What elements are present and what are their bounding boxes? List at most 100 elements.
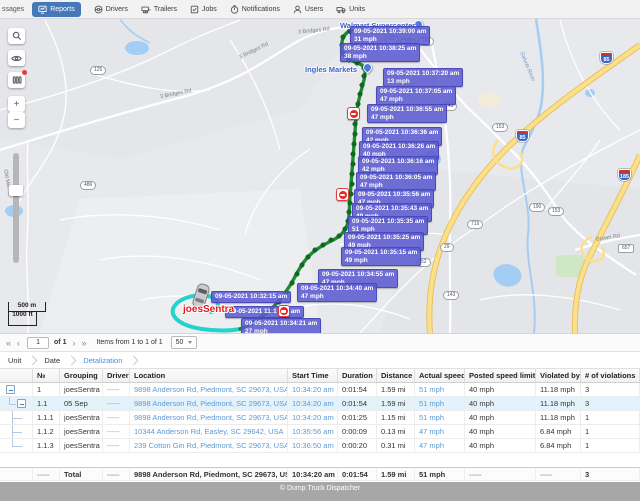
cell-posted: 40 mph	[465, 411, 536, 424]
zoom-in-button[interactable]: +	[8, 96, 25, 112]
col-number[interactable]: №	[33, 369, 60, 382]
zoom-slider[interactable]	[9, 153, 23, 263]
col-violations[interactable]: # of violations	[581, 369, 640, 382]
track-speed: 49 mph	[345, 256, 368, 264]
track-speed: 27 mph	[245, 327, 268, 334]
cell-speed-link[interactable]: 47 mph	[415, 439, 465, 452]
cell-start-link[interactable]: 10:35:56 am	[288, 425, 338, 438]
nav-tab-units[interactable]: Units	[336, 5, 365, 14]
col-violated-by[interactable]: Violated by	[536, 369, 581, 382]
zoom-out-button[interactable]: −	[8, 112, 25, 128]
next-page-button[interactable]: ›	[72, 337, 76, 348]
track-point-label[interactable]: 09-05-2021 10:37:05 am 47 mph	[376, 86, 457, 105]
cell-speed: 51 mph	[415, 468, 465, 480]
collapse-toggle-icon[interactable]	[17, 399, 26, 408]
cell-distance: 0.31 mi	[377, 439, 415, 452]
nav-tab-reports[interactable]: Reports	[32, 1, 81, 17]
route-shield: 657	[618, 244, 635, 253]
cell-number: 1.1.2	[33, 425, 60, 438]
track-time: 09-05-2021 10:35:25 am	[348, 234, 421, 241]
cell-speed-link[interactable]: 51 mph	[415, 397, 465, 410]
vehicle-icon[interactable]	[189, 281, 212, 311]
drivers-icon	[94, 5, 103, 13]
col-location[interactable]: Location	[130, 369, 288, 382]
nav-tab-notifications[interactable]: Notifications	[230, 4, 280, 14]
track-point-label[interactable]: 09-05-2021 10:34:40 am 47 mph	[297, 283, 378, 302]
table-row-selected[interactable]: 1.1 05 Sep ----- 9898 Anderson Rd, Piedm…	[0, 397, 640, 411]
track-speed: 47 mph	[322, 278, 345, 286]
collapse-toggle-icon[interactable]	[6, 385, 15, 394]
jobs-icon	[190, 5, 199, 13]
map-visibility-button[interactable]	[8, 50, 25, 66]
track-speed: 51 mph	[352, 225, 375, 233]
cell-location-link[interactable]: 9898 Anderson Rd, Piedmont, SC 29673, US…	[130, 411, 288, 424]
prev-page-button[interactable]: ‹	[17, 337, 21, 348]
track-point-label[interactable]: 09-05-2021 10:35:15 am 49 mph	[341, 247, 422, 266]
map-viewport[interactable]: 125 81 153 183 143 153 486 719 29 52 143…	[0, 19, 640, 333]
table-row[interactable]: 1.1.2 joesSentra ----- 10344 Anderson Rd…	[0, 425, 640, 439]
track-point-label[interactable]: 09-05-2021 10:38:25 am 38 mph	[340, 43, 421, 62]
cell-start-link[interactable]: 10:34:20 am	[288, 383, 338, 396]
cell-location-link[interactable]: 10344 Anderson Rd, Easley, SC 29642, USA	[130, 425, 288, 438]
map-search-button[interactable]	[8, 28, 25, 44]
col-start-time[interactable]: Start Time	[288, 369, 338, 382]
page-number-input[interactable]	[27, 336, 50, 349]
cell-violations: 3	[581, 397, 640, 410]
nav-tab-label: Users	[304, 5, 324, 13]
track-point-label[interactable]: 09-05-2021 10:36:55 am 47 mph	[367, 104, 448, 123]
first-page-button[interactable]: «	[6, 337, 12, 348]
breadcrumb-unit[interactable]: Unit	[8, 355, 22, 365]
cell-speed-link[interactable]: 51 mph	[415, 383, 465, 396]
cell-location-link[interactable]: 9898 Anderson Rd, Piedmont, SC 29673, US…	[130, 397, 288, 410]
track-point-label[interactable]: 09-05-2021 10:32:15 am	[211, 291, 292, 303]
cell-location-link[interactable]: 239 Cotton Gin Rd, Piedmont, SC 29673, U…	[130, 439, 288, 452]
interstate-shield: 85	[516, 130, 529, 142]
nav-tab-users[interactable]: Users	[293, 5, 323, 14]
chevron-down-icon	[188, 341, 193, 344]
track-speed: 49 mph	[348, 241, 371, 249]
breadcrumb-date[interactable]: Date	[44, 355, 61, 365]
nav-messages-truncated[interactable]: ssages	[2, 5, 25, 13]
cell-driver: -----	[103, 439, 130, 452]
track-point-label[interactable]: 09-05-2021 10:37:20 am 13 mph	[383, 68, 464, 87]
table-row[interactable]: 1.1.3 joesSentra ----- 239 Cotton Gin Rd…	[0, 439, 640, 453]
cell-location-link[interactable]: 9898 Anderson Rd, Piedmont, SC 29673, US…	[130, 383, 288, 396]
cell-speed-link[interactable]: 51 mph	[415, 411, 465, 424]
nav-tab-jobs[interactable]: Jobs	[190, 5, 217, 14]
cell-start-link[interactable]: 10:34:20 am	[288, 397, 338, 410]
cell-start-link[interactable]: 10:34:20 am	[288, 411, 338, 424]
poi-walmart[interactable]: Walmart Supercenter	[340, 21, 415, 30]
route-shield: 153	[492, 123, 509, 132]
nav-tab-trailers[interactable]: Trailers	[141, 5, 177, 14]
table-row[interactable]: 1.1.1 joesSentra ----- 9898 Anderson Rd,…	[0, 411, 640, 425]
breadcrumb-detalization[interactable]: Detalization	[83, 355, 123, 365]
col-duration[interactable]: Duration	[338, 369, 377, 382]
search-icon	[12, 31, 21, 41]
map-layers-button[interactable]	[8, 70, 27, 88]
route-shield: 125	[90, 66, 107, 75]
col-grouping[interactable]: Grouping	[60, 369, 103, 382]
track-point-label[interactable]: 09-05-2021 10:34:21 am 27 mph	[241, 318, 322, 334]
map-scale: 500 m 1000 ft	[8, 302, 46, 326]
track-time: 09-05-2021 10:34:21 am	[245, 320, 318, 327]
page-size-select[interactable]: 50	[170, 336, 198, 349]
track-point-label[interactable]: 09-05-2021 11:1 am	[225, 305, 305, 318]
poi-ingles[interactable]: Ingles Markets	[305, 65, 358, 74]
zoom-slider-handle[interactable]	[9, 185, 23, 196]
col-driver[interactable]: Driver	[103, 369, 130, 382]
col-posted-limit[interactable]: Posted speed limit	[465, 369, 536, 382]
speed-violation-icon[interactable]	[277, 305, 290, 318]
unit-name-label[interactable]: joesSentra	[183, 304, 235, 315]
nav-tab-drivers[interactable]: Drivers	[94, 5, 128, 14]
speed-violation-icon[interactable]	[347, 107, 360, 120]
last-page-button[interactable]: »	[81, 337, 87, 348]
cell-speed-link[interactable]: 47 mph	[415, 425, 465, 438]
col-actual-speed[interactable]: Actual speed	[415, 369, 465, 382]
table-row[interactable]: 1 joesSentra ----- 9898 Anderson Rd, Pie…	[0, 383, 640, 397]
cell-start-link[interactable]: 10:36:50 am	[288, 439, 338, 452]
cell-driver: -----	[103, 468, 130, 480]
cell-distance: 1.59 mi	[377, 383, 415, 396]
speed-violation-icon[interactable]	[336, 188, 349, 201]
col-distance[interactable]: Distance	[377, 369, 415, 382]
cell-number: 1.1	[33, 397, 60, 410]
